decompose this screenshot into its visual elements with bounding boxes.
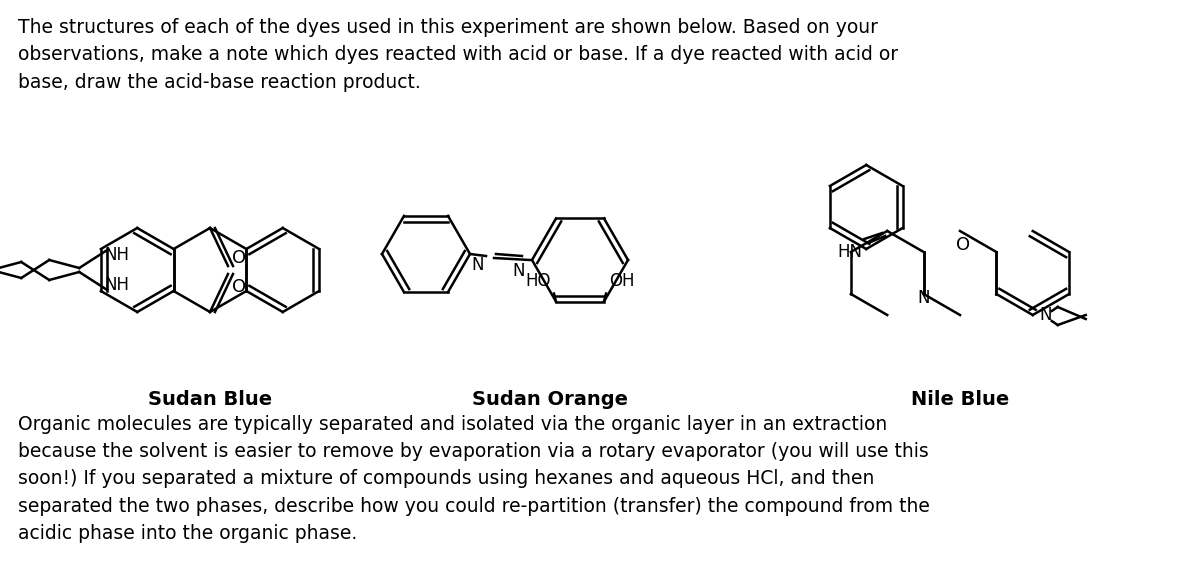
Text: N: N <box>1039 306 1052 324</box>
Text: HO: HO <box>526 271 551 290</box>
Text: N: N <box>917 289 930 307</box>
Text: Sudan Blue: Sudan Blue <box>148 390 272 409</box>
Text: Organic molecules are typically separated and isolated via the organic layer in : Organic molecules are typically separate… <box>18 415 930 543</box>
Text: HN: HN <box>838 243 863 261</box>
Text: O: O <box>232 278 246 296</box>
Text: Nile Blue: Nile Blue <box>911 390 1009 409</box>
Text: NH: NH <box>104 276 130 294</box>
Text: OH: OH <box>610 271 635 290</box>
Text: NH: NH <box>104 246 130 264</box>
Text: N: N <box>472 256 484 274</box>
Text: N: N <box>512 262 526 280</box>
Text: O: O <box>956 236 970 254</box>
Text: Sudan Orange: Sudan Orange <box>472 390 628 409</box>
Text: The structures of each of the dyes used in this experiment are shown below. Base: The structures of each of the dyes used … <box>18 18 898 92</box>
Text: O: O <box>232 249 246 267</box>
